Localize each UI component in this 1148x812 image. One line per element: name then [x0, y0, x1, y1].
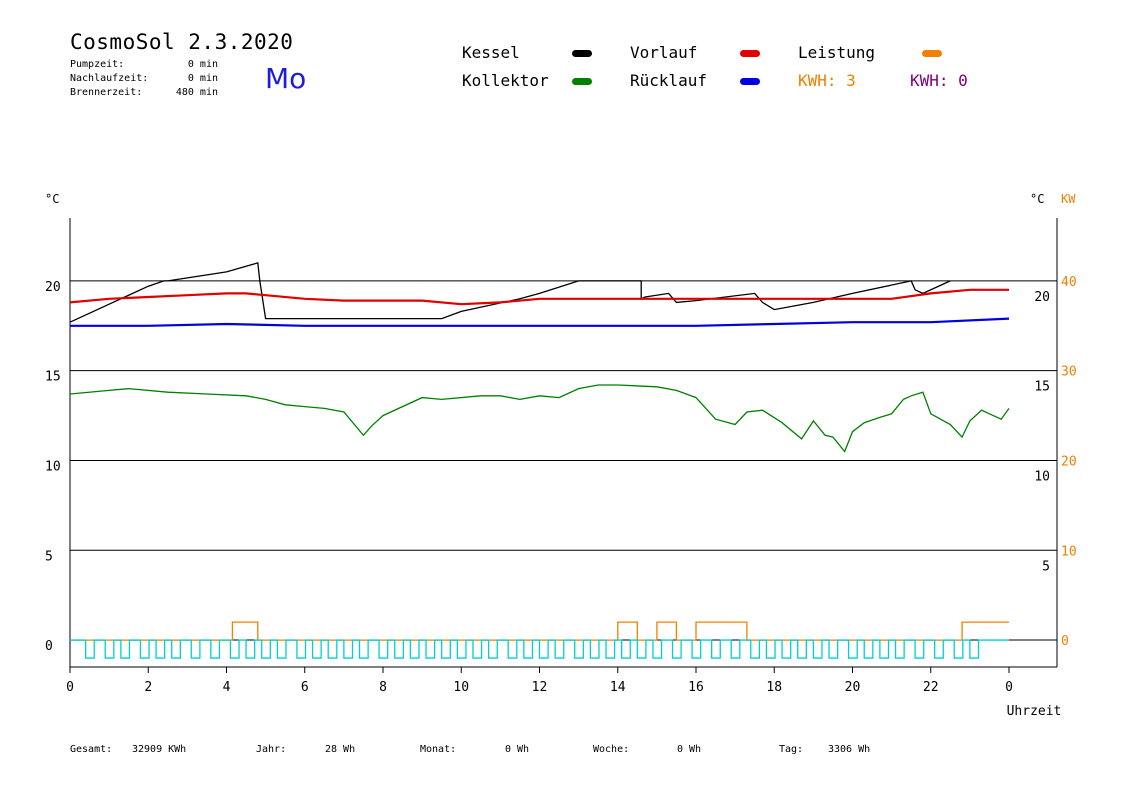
left-tick-label: 0: [45, 639, 53, 654]
x-tick-label: 6: [301, 680, 309, 695]
param-nachlauf-value: 0 min: [187, 73, 218, 84]
gesamt-label: Gesamt:: [70, 744, 113, 755]
x-tick-label: 16: [688, 680, 704, 695]
x-tick-label: 10: [453, 680, 469, 695]
woche-value: 0 Wh: [677, 744, 702, 755]
param-pumpzeit-value: 0 min: [187, 59, 218, 70]
left-tick-label: 10: [45, 459, 61, 474]
right-axis-unit: °C: [1030, 192, 1044, 206]
left-tick-label: 20: [45, 280, 61, 295]
x-tick-label: 4: [223, 680, 231, 695]
legend-vorlauf-swatch: [740, 50, 760, 57]
right-temp-tick-label: 10: [1034, 469, 1050, 484]
x-tick-label: 2: [144, 680, 152, 695]
x-tick-label: 8: [379, 680, 387, 695]
series-kessel-line: [69, 262, 951, 323]
jahr-value: 28 Wh: [325, 744, 356, 755]
legend-ruecklauf-swatch: [740, 78, 760, 85]
series-pumpe-line: [70, 639, 1009, 659]
jahr-label: Jahr:: [256, 744, 287, 755]
param-pumpzeit-label: Pumpzeit:: [70, 59, 125, 70]
right-power-tick-label: 30: [1061, 365, 1077, 380]
x-tick-label: 22: [923, 680, 939, 695]
woche-label: Woche:: [593, 744, 630, 755]
series-ruecklauf-line: [70, 317, 1010, 327]
legend-leistung-label: Leistung: [798, 43, 876, 62]
app-title: CosmoSol 2.3.2020: [70, 30, 294, 54]
x-tick-label: 0: [66, 680, 74, 695]
kwh-burner-label: KWH: 0: [910, 71, 968, 90]
right-temp-tick-label: 5: [1042, 559, 1050, 574]
monat-label: Monat:: [420, 744, 457, 755]
series-kollektor-line: [69, 384, 1010, 453]
power-axis-unit: KW: [1061, 192, 1076, 206]
x-tick-label: 20: [845, 680, 861, 695]
right-temp-tick-label: 15: [1034, 380, 1050, 395]
x-tick-label: 12: [532, 680, 548, 695]
right-power-tick-label: 10: [1061, 544, 1077, 559]
legend-kollektor-label: Kollektor: [462, 71, 549, 90]
right-temp-tick-label: 20: [1034, 290, 1050, 305]
x-axis-label: Uhrzeit: [1007, 704, 1062, 719]
left-tick-label: 5: [45, 549, 53, 564]
gesamt-value: 32909 KWh: [132, 744, 187, 755]
left-tick-label: 15: [45, 370, 61, 385]
x-tick-label: 14: [610, 680, 626, 695]
legend-kessel-swatch: [572, 50, 592, 57]
tag-value: 3306 Wh: [828, 744, 871, 755]
x-tick-label: 0: [1005, 680, 1013, 695]
legend-leistung-swatch: [922, 50, 942, 57]
series-leistung-line: [70, 621, 1009, 641]
param-brenner-value: 480 min: [175, 87, 218, 98]
legend-kollektor-swatch: [572, 78, 592, 85]
legend-kessel-label: Kessel: [462, 43, 520, 62]
right-power-tick-label: 20: [1061, 454, 1077, 469]
kwh-solar-label: KWH: 3: [798, 71, 856, 90]
legend-vorlauf-label: Vorlauf: [630, 43, 698, 62]
tag-label: Tag:: [779, 744, 804, 755]
right-power-tick-label: 40: [1061, 275, 1077, 290]
x-tick-label: 18: [766, 680, 782, 695]
param-brenner-label: Brennerzeit:: [70, 87, 143, 98]
legend-ruecklauf-label: Rücklauf: [630, 71, 708, 90]
weekday-label: Mo: [265, 62, 307, 95]
param-nachlauf-label: Nachlaufzeit:: [70, 73, 149, 84]
series-vorlauf-line: [69, 288, 1009, 306]
right-power-tick-label: 0: [1061, 634, 1069, 649]
left-axis-unit: °C: [45, 192, 59, 206]
monat-value: 0 Wh: [505, 744, 530, 755]
